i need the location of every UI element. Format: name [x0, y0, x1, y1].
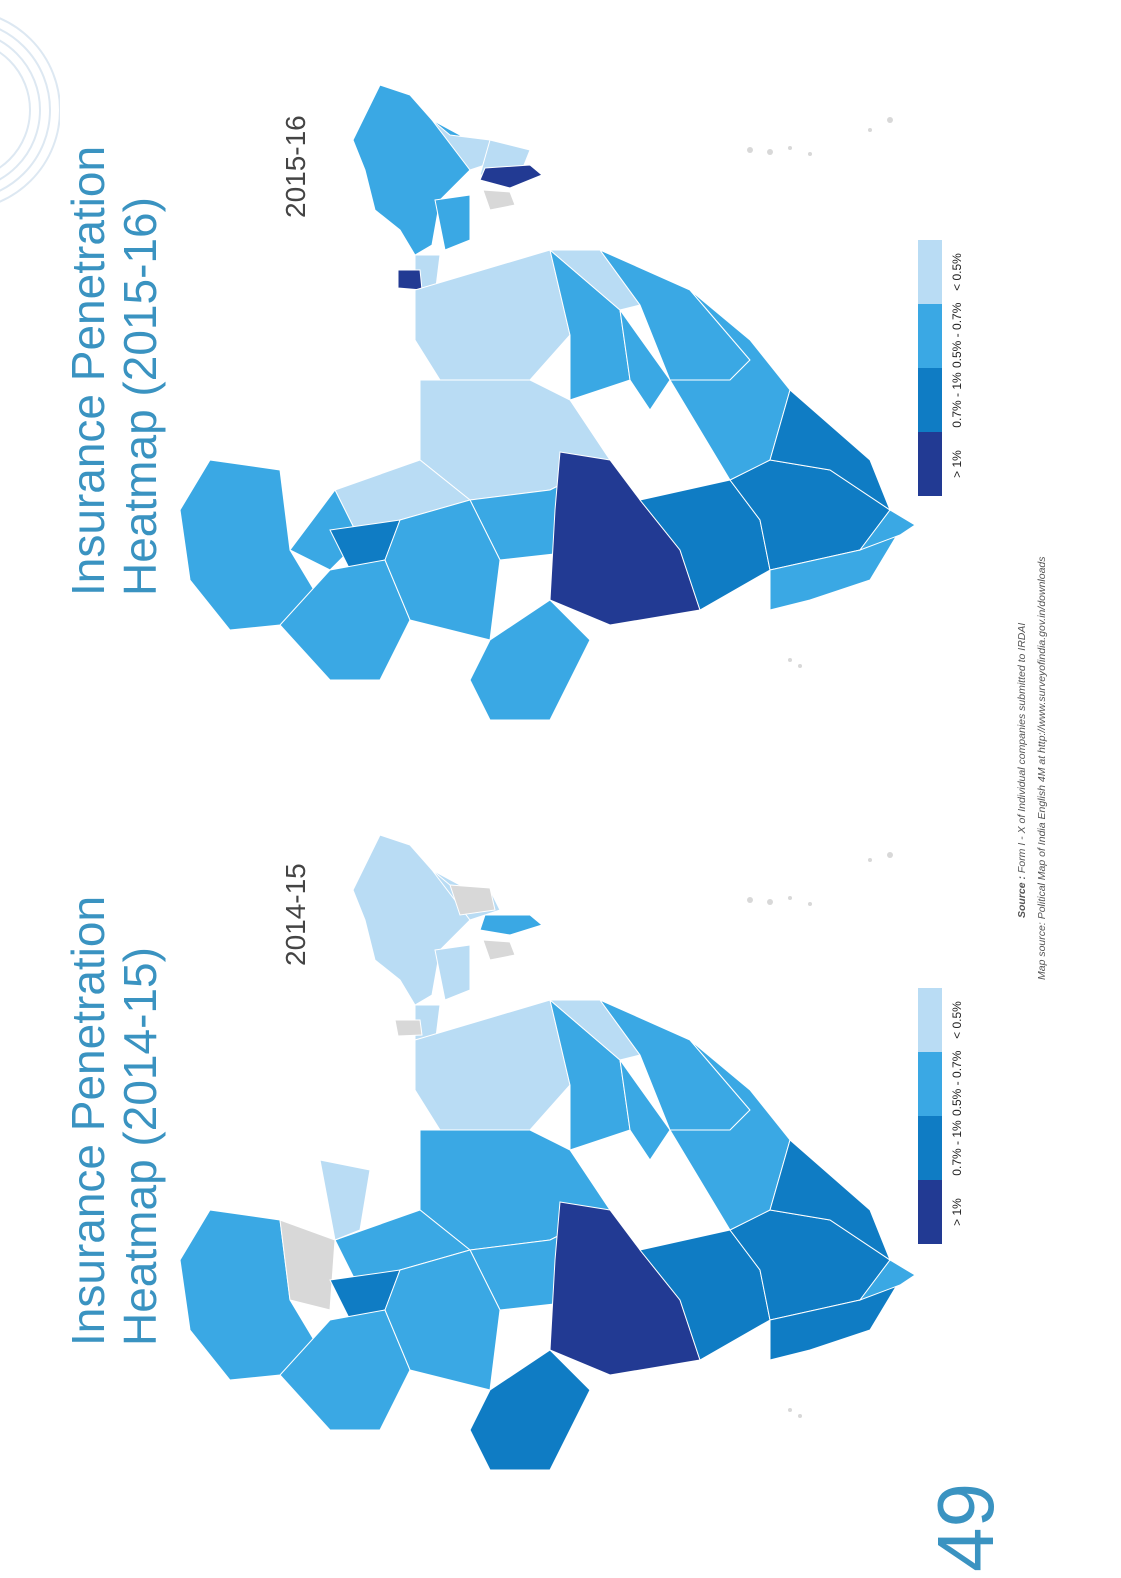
region-kerala [858, 1259, 916, 1302]
region-grey-north [482, 939, 516, 961]
legend-labels-2014: > 1% 0.7% - 1% 0.5% - 0.7% < 0.5% [950, 988, 964, 1244]
legend-label: 0.5% - 0.7% [950, 1050, 964, 1116]
legend-swatch [918, 1052, 942, 1116]
source-text: Form I - X of Individual companies submi… [1016, 622, 1028, 874]
map-title-2014: Insurance Penetration Heatmap (2014-15) [62, 895, 166, 1346]
legend-colorbar-2015 [918, 240, 942, 496]
region-ne-top [479, 914, 544, 936]
legend-label: < 0.5% [950, 253, 964, 291]
decorative-arcs [0, 17, 60, 203]
map-title-2015: Insurance Penetration Heatmap (2015-16) [62, 145, 166, 596]
legend-swatch [918, 1180, 942, 1244]
region-south-mid [469, 1349, 591, 1471]
region-dark-blob [397, 269, 423, 291]
region-ne-3 [669, 1039, 791, 1231]
region-grey-ladakh [449, 884, 496, 916]
legend-label: > 1% [950, 1198, 964, 1226]
legend-swatch [918, 988, 942, 1052]
region-kerala [858, 509, 916, 552]
region-grey-north [482, 189, 516, 211]
region-raj-light [319, 1159, 371, 1241]
region-high-dark [479, 164, 543, 189]
legend-swatch [918, 368, 942, 432]
page-number: 49 [921, 1483, 1010, 1572]
region-grey-blob [394, 1019, 423, 1037]
legend-label: 0.5% - 0.7% [950, 302, 964, 368]
region-grey-raj [279, 1219, 336, 1311]
region-uttarakhand [434, 944, 471, 1001]
source-note: Source : Form I - X of Individual compan… [1016, 623, 1028, 918]
legend-swatch [918, 240, 942, 304]
india-map-2014 [179, 834, 916, 1471]
source-label: Source : [1016, 875, 1028, 918]
legend-labels-2015: > 1% 0.7% - 1% 0.5% - 0.7% < 0.5% [950, 240, 964, 496]
legend-swatch [918, 1116, 942, 1180]
region-ne-4 [769, 1139, 892, 1262]
region-ne-3 [669, 289, 791, 481]
region-jharkhand [619, 309, 671, 411]
india-map-2015 [179, 84, 916, 721]
region-jharkhand [619, 1059, 671, 1161]
legend-label: 0.7% - 1% [950, 1120, 964, 1176]
region-uttarakhand [434, 194, 471, 251]
legend-colorbar-2014 [918, 988, 942, 1244]
legend-label: 0.7% - 1% [950, 372, 964, 428]
map-source-note: Map source: Political Map of India Engli… [1036, 556, 1048, 980]
legend-swatch [918, 432, 942, 496]
legend-label: > 1% [950, 450, 964, 478]
legend-swatch [918, 304, 942, 368]
region-south-mid [469, 599, 591, 721]
region-ne-4 [769, 389, 892, 512]
legend-label: < 0.5% [950, 1001, 964, 1039]
